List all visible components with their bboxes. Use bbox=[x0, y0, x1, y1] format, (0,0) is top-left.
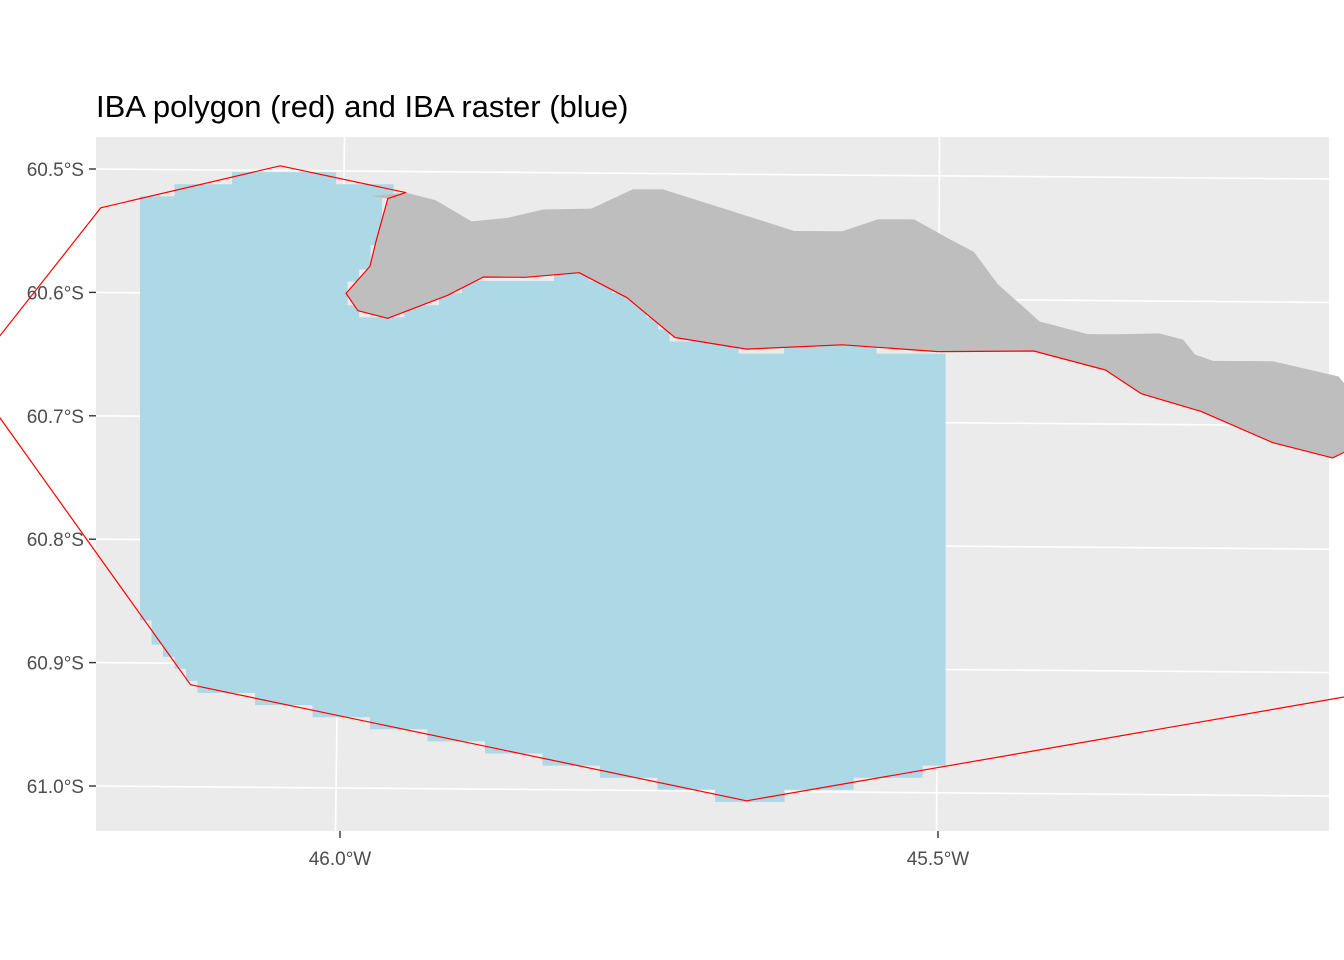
y-tick-label: 61.0°S bbox=[27, 777, 84, 798]
y-tick-label: 60.7°S bbox=[27, 407, 84, 428]
y-tick-label: 60.5°S bbox=[27, 160, 84, 181]
map-title: IBA polygon (red) and IBA raster (blue) bbox=[96, 89, 628, 124]
y-tick-label: 60.6°S bbox=[27, 283, 84, 304]
parallel-line bbox=[95, 785, 1330, 797]
y-axis-ticks: 60.5°S 60.6°S 60.7°S 60.8°S 60.9°S 61.0°S bbox=[27, 160, 96, 798]
x-tick-label: 45.5°W bbox=[907, 849, 970, 870]
y-tick-label: 60.9°S bbox=[27, 654, 84, 675]
iba-polygon-outline bbox=[0, 165, 1344, 802]
x-tick-label: 46.0°W bbox=[309, 849, 372, 870]
x-axis-ticks: 46.0°W45.5°W45.0°W44.5°W bbox=[309, 831, 970, 870]
iba-raster-layer bbox=[140, 172, 946, 802]
y-tick-label: 60.8°S bbox=[27, 530, 84, 551]
iba-raster-cells bbox=[140, 172, 946, 802]
iba-polygon-layer bbox=[0, 165, 1344, 802]
land-shape-1 bbox=[346, 189, 1344, 458]
land-layer bbox=[346, 189, 1344, 458]
